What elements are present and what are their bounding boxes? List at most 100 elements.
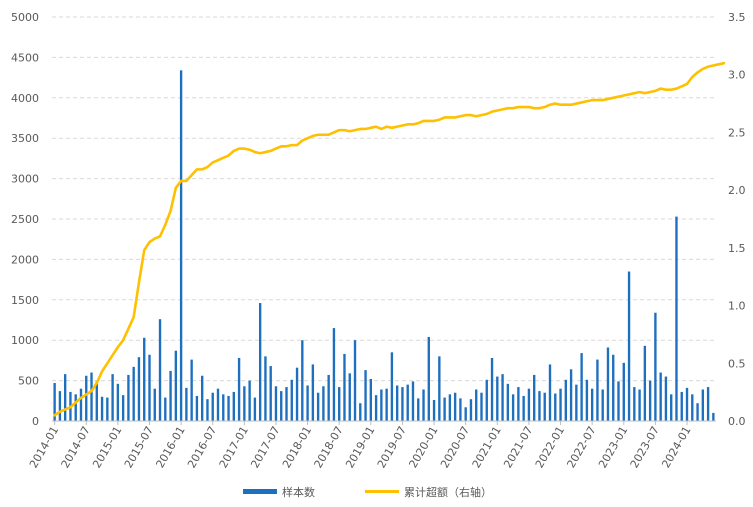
bar-series xyxy=(53,70,715,421)
bar xyxy=(659,372,662,421)
bar xyxy=(569,369,573,421)
y-tick-right: 1.5 xyxy=(728,242,746,255)
bar xyxy=(164,397,167,421)
bar xyxy=(395,385,399,421)
bar xyxy=(306,385,309,421)
bar xyxy=(232,391,235,421)
bar xyxy=(380,389,383,421)
x-tick-label: 2024-01 xyxy=(659,424,693,470)
bar xyxy=(706,387,710,421)
bar xyxy=(564,379,567,421)
bar xyxy=(121,395,125,421)
bar xyxy=(469,399,473,421)
y-tick-right: 3.5 xyxy=(728,11,746,24)
bar xyxy=(596,359,599,421)
bar xyxy=(633,387,636,421)
bar xyxy=(627,271,631,421)
bar xyxy=(590,388,594,421)
bar xyxy=(559,388,562,421)
legend-label-bar: 样本数 xyxy=(282,485,315,499)
y-tick-left: 4500 xyxy=(11,51,39,64)
bar xyxy=(417,398,420,421)
bar xyxy=(185,387,188,421)
x-tick-label: 2019-07 xyxy=(375,424,409,470)
bar xyxy=(438,356,441,421)
legend-label-line: 累计超额（右轴） xyxy=(404,485,492,499)
bar xyxy=(227,395,230,421)
bar xyxy=(274,386,278,421)
bar xyxy=(517,387,520,421)
x-tick-label: 2018-01 xyxy=(280,424,314,470)
bar xyxy=(385,388,388,421)
bar xyxy=(74,394,77,421)
x-tick-label: 2022-01 xyxy=(533,424,567,470)
y-tick-right: 1.0 xyxy=(728,300,746,313)
x-tick-label: 2021-01 xyxy=(470,424,504,470)
bar xyxy=(95,381,98,421)
bar xyxy=(338,387,341,421)
bar xyxy=(295,367,299,421)
x-tick-label: 2014-01 xyxy=(27,424,61,470)
bar xyxy=(169,370,172,421)
bar xyxy=(480,392,483,421)
legend: 样本数 累计超额（右轴） xyxy=(243,485,492,499)
x-tick-label: 2016-01 xyxy=(153,424,187,470)
bar xyxy=(85,375,88,421)
bar xyxy=(332,328,336,421)
bar xyxy=(106,397,109,421)
x-tick-label: 2022-07 xyxy=(565,424,599,470)
x-tick-label: 2019-01 xyxy=(343,424,377,470)
bar xyxy=(137,357,141,421)
bar xyxy=(538,391,541,421)
x-tick-label: 2018-07 xyxy=(312,424,346,470)
bar xyxy=(496,376,499,421)
y-tick-left: 2000 xyxy=(11,253,39,266)
bar xyxy=(506,383,510,421)
bar xyxy=(311,364,315,421)
bar xyxy=(211,392,214,421)
bar xyxy=(269,366,272,421)
bar xyxy=(111,374,114,421)
x-tick-label: 2015-01 xyxy=(90,424,124,470)
bar xyxy=(63,374,67,421)
bar xyxy=(606,347,610,421)
legend-swatch-line xyxy=(365,490,399,493)
y-tick-right: 0.0 xyxy=(728,415,746,428)
bar xyxy=(248,380,251,421)
bar xyxy=(696,403,699,421)
bar xyxy=(654,312,657,421)
bar xyxy=(585,379,589,421)
bar xyxy=(643,345,647,421)
bar xyxy=(453,392,457,421)
bar xyxy=(174,350,178,421)
bar xyxy=(327,374,330,421)
bar xyxy=(143,337,146,421)
x-tick-label: 2016-07 xyxy=(185,424,219,470)
bar xyxy=(485,379,488,421)
bar xyxy=(675,216,678,421)
y-tick-left: 4000 xyxy=(11,92,39,105)
bar xyxy=(316,392,320,421)
bar xyxy=(153,388,156,421)
line-series xyxy=(53,61,726,417)
bar xyxy=(237,357,241,421)
bar xyxy=(459,398,462,421)
bar xyxy=(216,388,220,421)
bar xyxy=(374,395,378,421)
y-tick-left: 2500 xyxy=(11,213,39,226)
bar xyxy=(290,379,293,421)
bar xyxy=(612,354,615,421)
bar xyxy=(664,376,668,421)
bar xyxy=(712,412,715,421)
bar xyxy=(264,356,267,421)
x-tick-label: 2017-01 xyxy=(217,424,251,470)
y-tick-left: 5000 xyxy=(11,11,39,24)
bar xyxy=(343,353,346,421)
bar xyxy=(179,70,183,421)
bar xyxy=(490,357,494,421)
bar xyxy=(406,384,409,421)
y-axis-right: 0.0 0.5 1.0 1.5 2.0 2.5 3.0 3.5 xyxy=(728,11,746,428)
bar xyxy=(554,393,557,421)
bar xyxy=(79,388,83,421)
bar xyxy=(58,391,62,421)
